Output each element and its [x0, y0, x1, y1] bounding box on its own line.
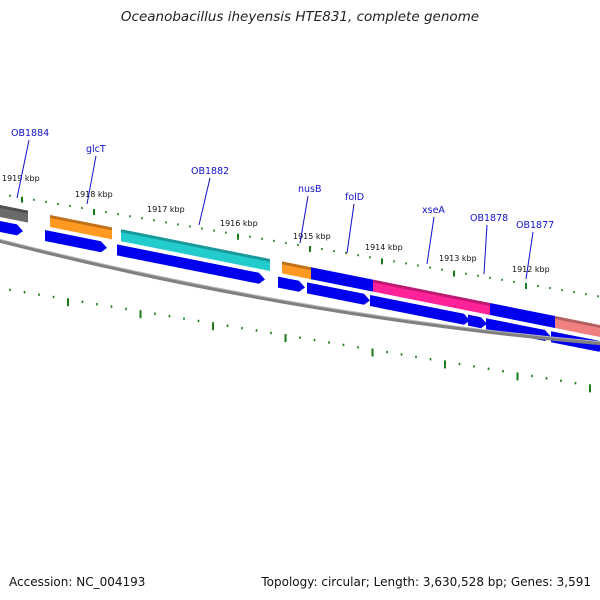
gene-label: glcT	[86, 144, 106, 155]
kbp-label: 1915 kbp	[293, 232, 331, 241]
backbone-line	[0, 239, 600, 346]
feature-track-top	[0, 205, 600, 337]
gene-leader-line	[525, 231, 534, 280]
feature-gray	[0, 205, 28, 223]
feature-salmon-edge	[555, 316, 600, 328]
gene-label: nusB	[298, 184, 322, 195]
gene-leader-line	[198, 177, 211, 226]
accession-text: Accession: NC_004193	[9, 575, 146, 589]
gene-labels: OB1884 glcT OB1882 nusB folD xseA OB1878 OB1877	[11, 128, 554, 280]
kbp-label: 1918 kbp	[75, 190, 113, 199]
kbp-label: 1914 kbp	[365, 243, 403, 252]
feature-glct-edge	[50, 215, 112, 231]
gene-label: xseA	[422, 205, 445, 216]
cds-arrow	[45, 230, 107, 253]
gene-leader-line	[86, 155, 97, 205]
gene-leader-line	[299, 195, 309, 244]
topology-text: Topology: circular; Length: 3,630,528 bp…	[261, 575, 591, 589]
cds-arrow	[370, 295, 470, 325]
kbp-label: 1916 kbp	[220, 219, 258, 228]
cds-arrow	[307, 282, 370, 305]
feature-ob1882-edge	[121, 229, 270, 262]
gene-label: OB1878	[470, 213, 508, 224]
feature-gray-edge	[0, 205, 28, 214]
scale-ticks-inner	[9, 288, 591, 393]
gene-leader-line	[16, 139, 30, 199]
feature-salmon	[555, 316, 600, 337]
gene-label: folD	[345, 192, 364, 203]
gene-label: OB1884	[11, 128, 49, 139]
scale-ticks-outer	[9, 194, 599, 298]
feature-fold	[311, 267, 373, 292]
feature-ob1882	[121, 229, 270, 271]
kbp-label: 1917 kbp	[147, 205, 185, 214]
cds-arrow	[468, 314, 487, 329]
cds-arrow	[278, 276, 305, 292]
feature-ob1878	[490, 303, 555, 328]
gene-label: OB1882	[191, 166, 229, 177]
cds-arrow	[117, 244, 265, 284]
kbp-label: 1912 kbp	[512, 265, 550, 274]
gene-leader-line	[483, 224, 488, 275]
feature-xsea-edge	[373, 279, 490, 306]
feature-nusb-edge	[282, 261, 311, 271]
gene-leader-line	[346, 203, 355, 254]
feature-nusb	[282, 261, 311, 280]
kbp-label: 1913 kbp	[439, 254, 477, 263]
feature-glct	[50, 215, 112, 240]
gene-label: OB1877	[516, 220, 554, 231]
cds-arrow	[0, 220, 23, 236]
feature-xsea	[373, 279, 490, 315]
backbone-highlight	[0, 238, 600, 343]
gene-leader-line	[426, 216, 435, 265]
map-title: Oceanobacillus iheyensis HTE831, complet…	[120, 9, 480, 25]
genome-backbone	[0, 238, 600, 346]
